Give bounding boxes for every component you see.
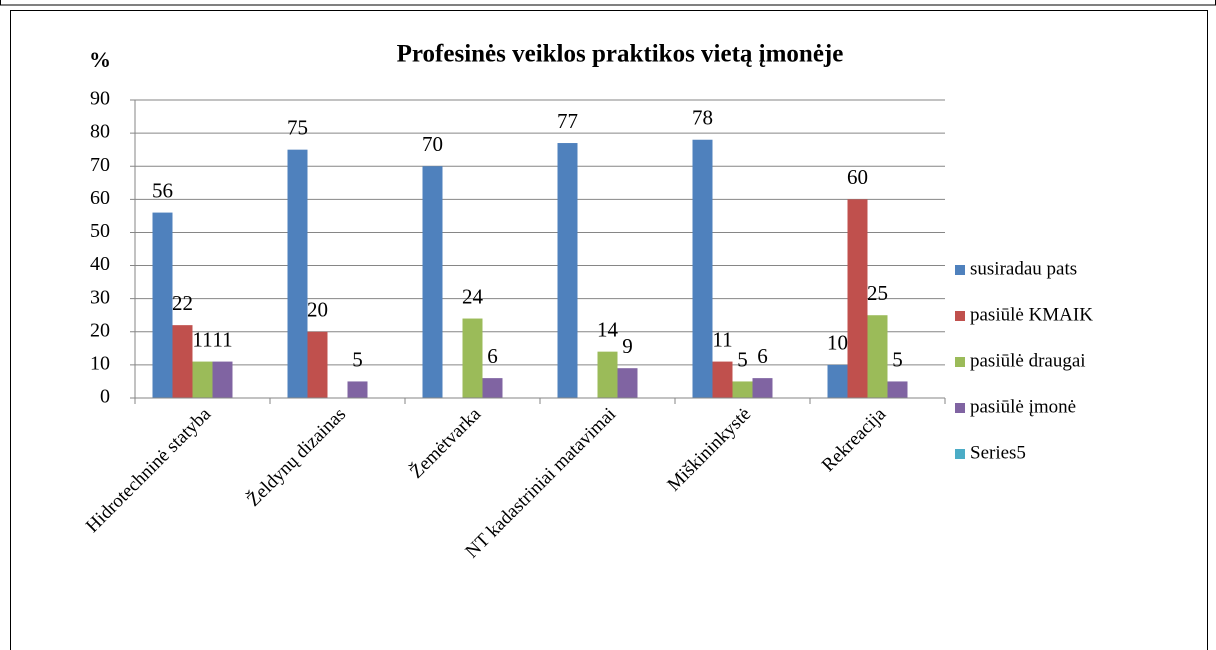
bar bbox=[692, 139, 713, 398]
chart-title: Profesinės veiklos praktikos vietą įmonė… bbox=[397, 41, 844, 68]
x-tick-label: Želdynų dizainas bbox=[242, 403, 350, 511]
y-tick-label: 10 bbox=[90, 352, 110, 374]
data-label: 11 bbox=[212, 327, 232, 351]
y-tick-label: 0 bbox=[100, 386, 110, 408]
data-label: 24 bbox=[462, 284, 484, 308]
bar bbox=[712, 361, 733, 398]
data-label: 6 bbox=[487, 344, 498, 368]
data-label: 22 bbox=[172, 291, 193, 315]
bar bbox=[462, 318, 483, 398]
x-tick-label: Rekreacija bbox=[818, 403, 891, 476]
bar bbox=[152, 212, 173, 398]
legend-swatch bbox=[955, 449, 965, 459]
bar bbox=[347, 381, 368, 398]
bar bbox=[557, 143, 578, 398]
bar bbox=[287, 149, 308, 398]
legend-label: pasiūlė draugai bbox=[970, 350, 1086, 371]
x-tick-label: NT kadastriniai matavimai bbox=[461, 404, 620, 563]
legend-swatch bbox=[955, 403, 965, 413]
data-label: 60 bbox=[847, 165, 868, 189]
data-label: 70 bbox=[422, 132, 443, 156]
bar bbox=[617, 368, 638, 398]
bar bbox=[172, 325, 193, 398]
bar bbox=[597, 351, 618, 398]
data-label: 14 bbox=[597, 317, 619, 341]
y-tick-label: 90 bbox=[90, 88, 110, 110]
data-label: 5 bbox=[352, 347, 363, 371]
data-label: 10 bbox=[827, 331, 848, 355]
data-label: 9 bbox=[622, 334, 633, 358]
data-label: 78 bbox=[692, 106, 713, 130]
data-label: 25 bbox=[867, 281, 888, 305]
data-label: 11 bbox=[712, 327, 732, 351]
y-tick-label: 50 bbox=[90, 220, 110, 242]
legend-label: Series5 bbox=[970, 442, 1026, 463]
bar bbox=[192, 361, 213, 398]
data-label: 75 bbox=[287, 115, 308, 139]
data-label: 77 bbox=[557, 109, 578, 133]
y-axis-label: % bbox=[89, 47, 111, 72]
legend-swatch bbox=[955, 311, 965, 321]
bar bbox=[307, 331, 328, 398]
frame bbox=[10, 10, 1208, 650]
data-label: 20 bbox=[307, 298, 328, 322]
x-tick-label: Hidrotechninė statyba bbox=[82, 403, 216, 537]
bar bbox=[847, 199, 868, 398]
y-tick-label: 80 bbox=[90, 121, 110, 143]
data-label: 5 bbox=[892, 347, 903, 371]
y-tick-label: 60 bbox=[90, 187, 110, 209]
bar bbox=[867, 315, 888, 398]
bar bbox=[752, 378, 773, 398]
data-label: 5 bbox=[737, 347, 748, 371]
bar bbox=[422, 166, 443, 398]
bar bbox=[482, 378, 503, 398]
data-label: 56 bbox=[152, 178, 173, 202]
y-tick-label: 20 bbox=[90, 319, 110, 341]
bar bbox=[732, 381, 753, 398]
data-label: 6 bbox=[757, 344, 768, 368]
frame-top bbox=[0, 0, 1216, 6]
bar bbox=[887, 381, 908, 398]
y-tick-label: 40 bbox=[90, 253, 110, 275]
data-label: 11 bbox=[192, 327, 212, 351]
y-tick-label: 70 bbox=[90, 154, 110, 176]
x-tick-label: Miškininkystė bbox=[663, 404, 755, 496]
legend-label: susiradau pats bbox=[970, 258, 1077, 279]
bar bbox=[212, 361, 233, 398]
bar bbox=[827, 364, 848, 398]
legend-label: pasiūlė įmonė bbox=[970, 396, 1076, 417]
x-tick-label: Žemėtvarka bbox=[405, 403, 485, 483]
legend-label: pasiūlė KMAIK bbox=[970, 304, 1093, 325]
legend-swatch bbox=[955, 265, 965, 275]
legend-swatch bbox=[955, 357, 965, 367]
y-tick-label: 30 bbox=[90, 286, 110, 308]
